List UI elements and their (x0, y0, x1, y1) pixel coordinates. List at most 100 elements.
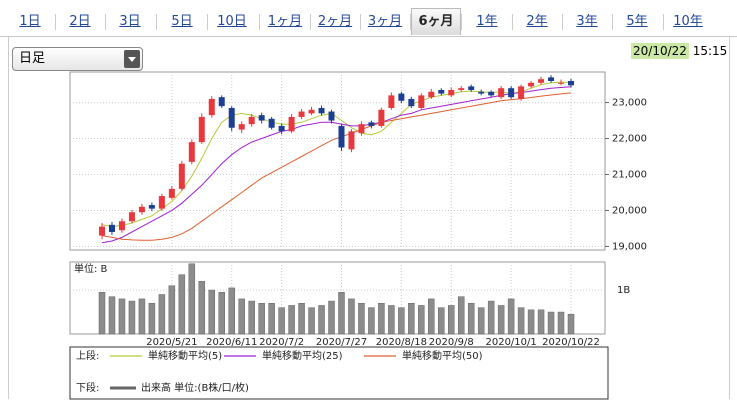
volume-bar (507, 298, 515, 335)
volume-bar (158, 294, 166, 335)
candle-body (298, 111, 305, 117)
period-tab[interactable]: 10年 (673, 14, 703, 29)
period-tab[interactable]: 2年 (526, 14, 548, 29)
candle-body (318, 107, 325, 114)
candle-body (488, 91, 495, 96)
period-tab[interactable]: 3日 (119, 14, 141, 29)
volume-bar (318, 305, 325, 335)
volume-bar (308, 307, 315, 335)
volume-bar (98, 292, 106, 335)
timestamp-date: 20/10/22 (631, 43, 689, 59)
legend-label: 下段: (76, 381, 99, 394)
candle-body (508, 88, 515, 98)
volume-bar (168, 285, 176, 335)
tab-separator (410, 14, 411, 30)
candle-body (308, 109, 315, 114)
volume-bar (258, 303, 265, 335)
candle-body (228, 107, 235, 128)
volume-bar (178, 274, 186, 335)
tab-separator (55, 14, 56, 30)
candle-body (178, 163, 185, 189)
volume-bar (547, 311, 555, 335)
candle-body (568, 80, 574, 86)
tab-bar: 1日 2日 3日 5日 10日 1ヶ月 2ヶ月 3ヶ月 6ヶ月 1年 2年 3年 5年 10年 (0, 0, 737, 37)
interval-dropdown[interactable]: 日足 (12, 47, 143, 71)
period-tab[interactable]: 5年 (626, 14, 648, 29)
volume-bar (448, 305, 455, 335)
volume-bar (188, 263, 196, 335)
volume-bar (128, 300, 136, 335)
volume-bar (398, 307, 405, 335)
volume-bar (348, 298, 355, 335)
period-tab[interactable]: 6ヶ月 (411, 8, 461, 35)
volume-bar (118, 298, 126, 335)
volume-bar (378, 303, 385, 335)
y-tick-label: 19,000 (612, 241, 647, 252)
candle-body (248, 116, 255, 125)
candle-body (498, 88, 505, 98)
volume-bar (537, 309, 545, 335)
candle-body (158, 196, 165, 209)
candle-body (428, 91, 435, 98)
timestamp-time: 15:15 (692, 44, 728, 58)
volume-bar (438, 307, 445, 335)
y-tick-label: 20,000 (612, 205, 647, 216)
candle-body (478, 91, 485, 94)
candle-body (398, 93, 405, 101)
price-plot-area (69, 71, 606, 251)
period-tab[interactable]: 1日 (19, 14, 41, 29)
volume-bar (428, 298, 435, 335)
volume-bar (238, 298, 245, 335)
candle-body (208, 98, 215, 116)
period-tab[interactable]: 3年 (576, 14, 598, 29)
volume-bar (467, 303, 475, 335)
chart-panel (8, 37, 730, 399)
volume-unit-label: 単位: B (74, 262, 108, 275)
volume-bar (487, 300, 495, 335)
volume-bar (228, 287, 235, 335)
tab-separator (105, 14, 106, 30)
volume-bar (248, 300, 255, 335)
tab-separator (461, 14, 462, 30)
volume-bar (517, 307, 525, 335)
period-tab[interactable]: 2日 (69, 14, 91, 29)
volume-bar (388, 305, 395, 335)
candle-body (288, 116, 295, 132)
period-tab[interactable]: 2ヶ月 (317, 14, 353, 29)
candle-body (558, 82, 565, 84)
period-tab[interactable]: 1ヶ月 (267, 14, 303, 29)
legend-label: 上段: (76, 349, 99, 362)
candle-body (99, 226, 105, 236)
volume-bar (477, 307, 485, 335)
volume-bar (288, 305, 295, 335)
period-tab[interactable]: 3ヶ月 (367, 14, 403, 29)
volume-bar (457, 296, 465, 335)
y-tick-label: 1B (617, 285, 630, 296)
period-tab[interactable]: 5日 (171, 14, 193, 29)
candle-body (238, 124, 245, 130)
candle-body (118, 221, 125, 231)
candle-body (328, 111, 335, 121)
dropdown-button[interactable] (124, 50, 140, 68)
candle-body (528, 82, 535, 87)
period-tab[interactable]: 10日 (217, 14, 247, 29)
volume-bar (328, 300, 335, 335)
volume-bar (268, 303, 275, 335)
volume-bar (138, 298, 146, 335)
x-tick-label: 2020/10/1 (485, 337, 536, 348)
timestamp: 20/10/22 15:15 (631, 43, 728, 59)
candle-body (448, 89, 455, 96)
y-tick-label: 22,000 (612, 134, 647, 145)
volume-bar (338, 292, 345, 335)
candle-body (218, 97, 225, 107)
candle-body (338, 125, 345, 148)
candle-body (378, 109, 385, 126)
legend-entry: 単純移動平均(25) (262, 349, 343, 362)
volume-bar (497, 305, 505, 335)
tab-separator (360, 14, 361, 30)
volume-bar (148, 303, 156, 335)
y-tick-label: 23,000 (612, 98, 647, 109)
x-tick-label: 2020/7/27 (316, 337, 367, 348)
period-tab[interactable]: 1年 (476, 14, 498, 29)
